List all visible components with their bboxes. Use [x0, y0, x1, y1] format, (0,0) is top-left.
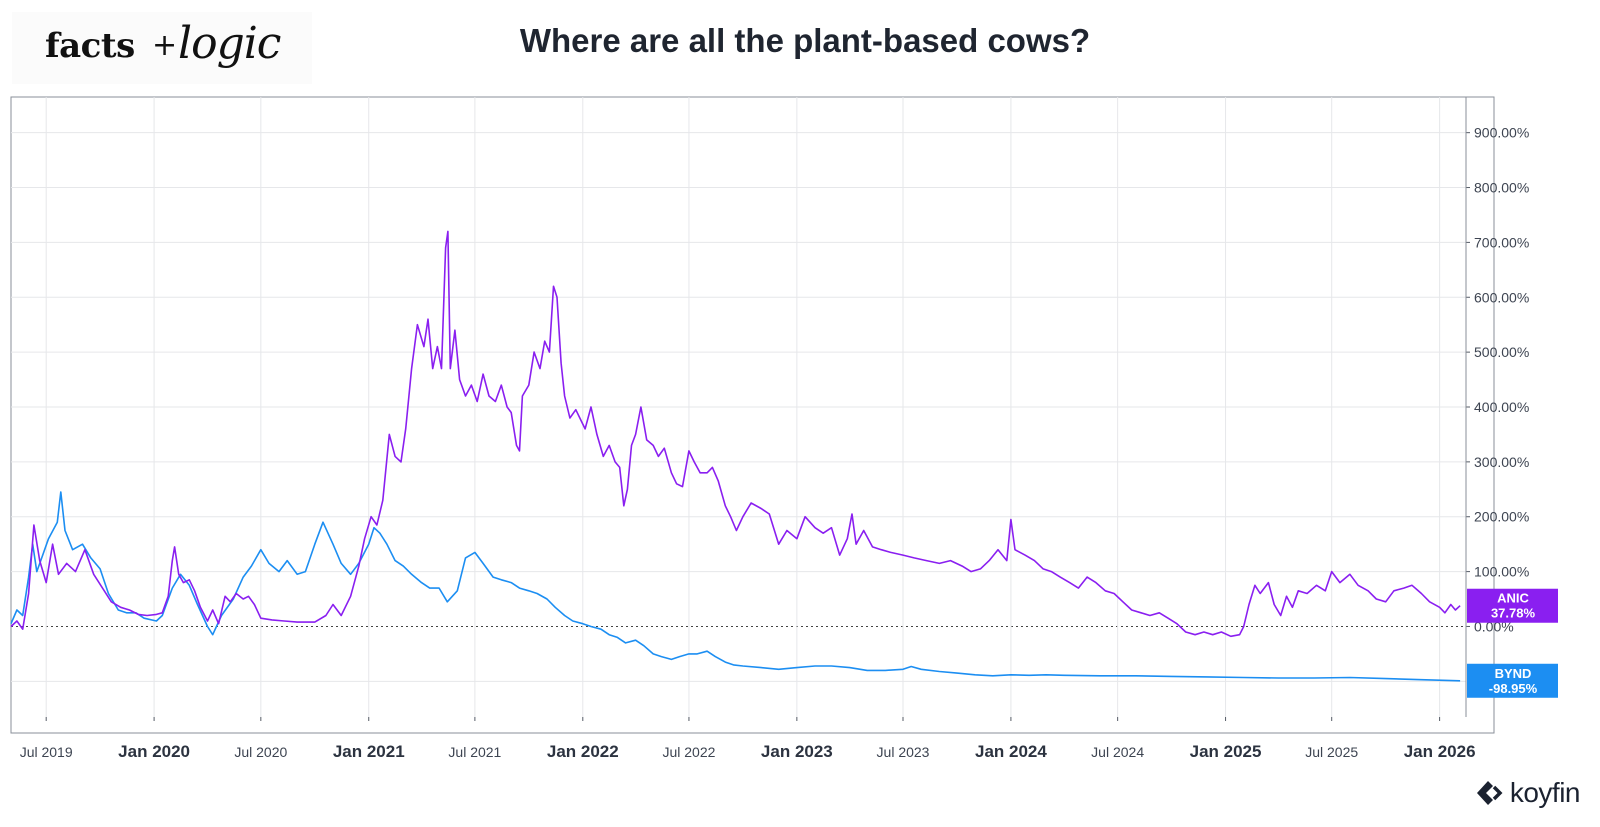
x-tick-label: Jan 2022	[547, 742, 619, 761]
y-axis: 900.00% 800.00% 700.00% 600.00% 500.00% 400.0…	[1465, 97, 1529, 717]
plot-area-frame	[10, 96, 1495, 734]
y-tick-label: 100.00%	[1474, 564, 1529, 580]
x-tick-label: Jan 2023	[761, 742, 833, 761]
series-line-bynd	[10, 491, 1461, 682]
x-tick-label: Jan 2025	[1190, 742, 1262, 761]
y-tick-label: 900.00%	[1474, 125, 1529, 141]
x-tick-label: Jan 2026	[1404, 742, 1476, 761]
y-tick-label: 800.00%	[1474, 180, 1529, 196]
logo-plus-text: +	[152, 28, 178, 63]
x-tick-label: Jul 2020	[234, 744, 287, 760]
badge-series-name: ANIC	[1497, 591, 1529, 606]
series-line-anic	[10, 230, 1461, 638]
x-axis: Jul 2019 Jan 2020 Jul 2020 Jan 2021 Jul 2021…	[20, 717, 1476, 761]
source-label: koyfin	[1509, 777, 1581, 808]
badge-background	[1467, 588, 1558, 623]
badge-series-value: 37.78%	[1491, 606, 1536, 621]
x-tick-label: Jan 2021	[333, 742, 405, 761]
badge-series-name: BYND	[1495, 666, 1532, 681]
logo-facts-text: facts	[45, 26, 135, 66]
y-tick-label: 700.00%	[1474, 234, 1529, 250]
x-tick-label: Jan 2024	[975, 742, 1047, 761]
koyfin-logo: koyfin	[1474, 775, 1581, 811]
y-tick-label: 400.00%	[1474, 399, 1529, 415]
x-tick-label: Jul 2019	[20, 744, 73, 760]
y-tick-label: 500.00%	[1474, 344, 1529, 360]
facts-logic-logo: facts + logic	[12, 12, 312, 84]
y-tick-label: 200.00%	[1474, 509, 1529, 525]
series-layer	[10, 230, 1461, 682]
logo-logic-text: logic	[178, 18, 281, 69]
grid-lines	[11, 97, 1466, 717]
x-tick-label: Jul 2024	[1091, 744, 1144, 760]
x-tick-label: Jul 2025	[1305, 744, 1358, 760]
x-tick-label: Jul 2023	[877, 744, 930, 760]
x-tick-label: Jul 2021	[448, 744, 501, 760]
badge-series-value: -98.95%	[1489, 681, 1538, 696]
badge-bynd: BYND-98.95%	[1467, 663, 1558, 698]
badge-background	[1467, 663, 1558, 698]
x-tick-label: Jan 2020	[118, 742, 190, 761]
koyfin-logo-icon	[1476, 781, 1503, 805]
y-tick-label: 300.00%	[1474, 454, 1529, 470]
chart-title: Where are all the plant-based cows?	[519, 22, 1091, 59]
y-tick-label: 600.00%	[1474, 289, 1529, 305]
x-tick-label: Jul 2022	[662, 744, 715, 760]
